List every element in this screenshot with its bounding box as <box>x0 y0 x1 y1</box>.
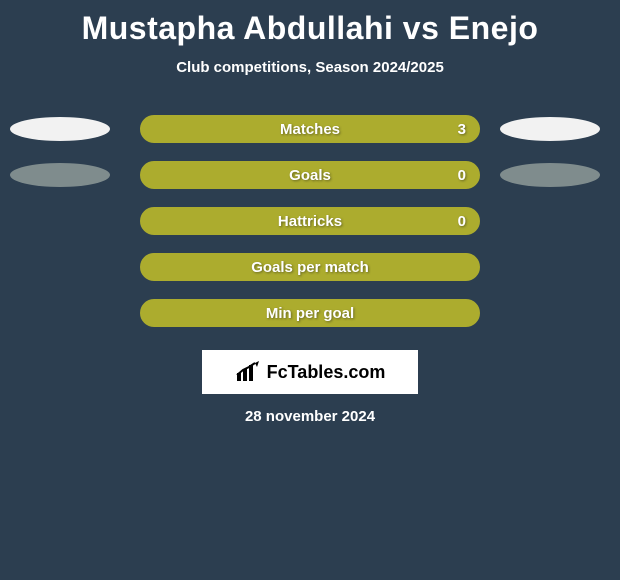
stat-bar: Goals per match <box>140 253 480 281</box>
stat-label: Goals per match <box>142 259 478 276</box>
stat-label: Hattricks <box>142 213 478 230</box>
stat-label: Goals <box>142 167 478 184</box>
stat-value: 0 <box>458 213 466 230</box>
stats-container: Matches3Goals0Hattricks0Goals per matchM… <box>0 106 620 336</box>
stat-label: Matches <box>142 121 478 138</box>
stat-row: Min per goal <box>0 290 620 336</box>
stat-bar: Min per goal <box>140 299 480 327</box>
brand-box: FcTables.com <box>202 350 418 394</box>
left-ellipse <box>10 163 110 187</box>
right-ellipse <box>500 117 600 141</box>
stat-bar: Hattricks0 <box>140 207 480 235</box>
subtitle: Club competitions, Season 2024/2025 <box>0 59 620 76</box>
left-ellipse <box>10 117 110 141</box>
date-text: 28 november 2024 <box>0 408 620 425</box>
right-ellipse <box>500 163 600 187</box>
stat-value: 3 <box>458 121 466 138</box>
brand-text: FcTables.com <box>267 362 386 383</box>
stat-bar: Goals0 <box>140 161 480 189</box>
stat-label: Min per goal <box>142 305 478 322</box>
stat-row: Goals0 <box>0 152 620 198</box>
stat-row: Matches3 <box>0 106 620 152</box>
brand: FcTables.com <box>235 361 386 383</box>
page-title: Mustapha Abdullahi vs Enejo <box>0 0 620 47</box>
chart-icon <box>235 361 261 383</box>
stat-row: Goals per match <box>0 244 620 290</box>
stat-value: 0 <box>458 167 466 184</box>
stat-bar: Matches3 <box>140 115 480 143</box>
stat-row: Hattricks0 <box>0 198 620 244</box>
